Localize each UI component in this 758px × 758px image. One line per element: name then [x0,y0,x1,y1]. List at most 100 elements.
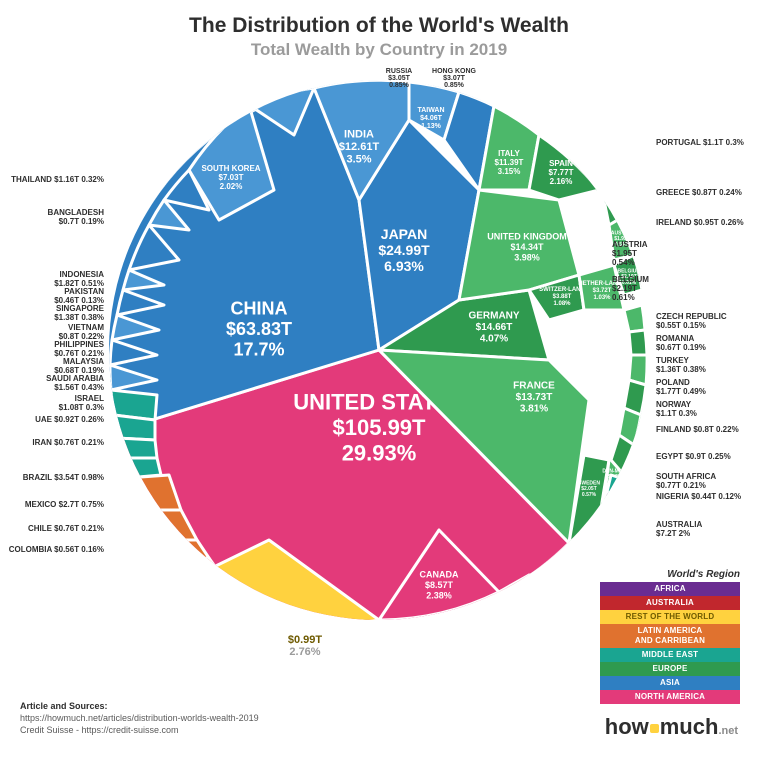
callout: ISRAEL$1.08T 0.3% [59,394,104,412]
svg-text:TAIWAN: TAIWAN [417,107,444,114]
svg-text:$7.77T: $7.77T [549,168,574,177]
callout: UAE $0.92T 0.26% [35,415,104,424]
svg-text:1.03%: 1.03% [593,295,611,301]
svg-text:$14.66T: $14.66T [476,322,513,333]
callout: AUSTRALIA$7.2T 2% [656,520,702,538]
callout: BANGLADESH$0.7T 0.19% [48,208,104,226]
svg-text:3.15%: 3.15% [498,167,521,176]
callout: INDONESIA$1.82T 0.51% [54,270,104,288]
svg-text:17.7%: 17.7% [233,340,284,360]
svg-text:1.13%: 1.13% [421,123,442,130]
svg-text:ITALY: ITALY [498,149,520,158]
callout: VIETNAM$0.8T 0.22% [59,323,104,341]
svg-text:$11.39T: $11.39T [495,158,524,167]
svg-text:$12.61T: $12.61T [339,141,380,153]
slice-nigeria [597,510,615,535]
svg-text:$63.83T: $63.83T [226,319,292,339]
svg-text:1.08%: 1.08% [553,301,571,307]
callout: SINGAPORE$1.38T 0.38% [54,304,104,322]
stage: The Distribution of the World's Wealth T… [0,0,758,758]
slice-portugal [579,135,607,175]
svg-text:$24.99T: $24.99T [378,242,430,258]
slice-uae [117,438,157,458]
callout: PHILIPPINES$0.76T 0.21% [54,340,104,358]
callout: CHILE $0.76T 0.21% [28,524,104,533]
slice-romania [629,330,647,355]
callout: SAUDI ARABIA$1.56T 0.43% [46,374,104,392]
svg-text:29.93%: 29.93% [342,440,417,465]
legend-title: World's Region [600,569,740,580]
svg-text:FRANCE: FRANCE [513,381,555,392]
slice-czech [624,305,645,332]
svg-text:$105.99T: $105.99T [333,415,427,440]
svg-text:CHINA: CHINA [231,298,288,318]
brand-dot-icon [650,724,659,733]
svg-text:SPAIN: SPAIN [549,159,573,168]
legend-row: ASIA [600,676,740,690]
svg-text:2.02%: 2.02% [220,182,243,191]
callout: MEXICO $2.7T 0.75% [25,500,104,509]
callout: NIGERIA $0.44T 0.12% [656,492,741,501]
chart-title: The Distribution of the World's Wealth [0,14,758,38]
svg-text:$14.34T: $14.34T [510,242,544,252]
legend: World's Region AFRICAAUSTRALIAREST OF TH… [600,569,740,704]
callout: SOUTH AFRICA$0.77T 0.21% [656,472,716,490]
svg-text:SWITZER-LAND: SWITZER-LAND [539,287,585,293]
svg-text:$8.57T: $8.57T [425,580,454,590]
sources-block: Article and Sources: https://howmuch.net… [20,700,259,736]
slice-israel [114,415,155,440]
legend-row: AUSTRALIA [600,596,740,610]
callout: NORWAY$1.1T 0.3% [656,400,697,418]
svg-text:$13.73T: $13.73T [516,392,553,403]
svg-text:GERMANY: GERMANY [468,311,519,322]
slice-ireland [604,188,626,225]
voronoi-chart: UNITED STATES$105.99T29.93%CANADA$8.57T2… [109,80,649,620]
callout: IRAN $0.76T 0.21% [32,438,104,447]
svg-text:2.16%: 2.16% [550,177,573,186]
other-label: OTHER $0.99T 2.76% [245,620,365,658]
svg-text:3.5%: 3.5% [346,154,371,166]
svg-text:$4.06T: $4.06T [420,115,443,122]
svg-text:3.81%: 3.81% [520,404,548,415]
svg-text:JAPAN: JAPAN [381,226,427,242]
callout: HONG KONG$3.07T0.85% [424,68,484,89]
svg-text:0.57%: 0.57% [582,492,597,498]
slice-greece [594,162,617,200]
callout: FINLAND $0.8T 0.22% [656,425,739,434]
brand-logo: howmuch.net [605,714,738,740]
svg-text:$3.72T: $3.72T [593,288,612,294]
svg-text:CANADA: CANADA [420,570,459,580]
svg-text:6.93%: 6.93% [384,258,424,274]
svg-text:3.98%: 3.98% [514,252,540,262]
svg-text:INDIA: INDIA [344,128,374,140]
svg-text:4.07%: 4.07% [480,334,508,345]
svg-text:$7.03T: $7.03T [219,173,244,182]
svg-text:SOUTH KOREA: SOUTH KOREA [201,164,260,173]
legend-row: EUROPE [600,662,740,676]
legend-row: NORTH AMERICA [600,690,740,704]
slice-safrica [603,492,622,518]
chart-subtitle: Total Wealth by Country in 2019 [0,40,758,60]
callout: CZECH REPUBLIC$0.55T 0.15% [656,312,727,330]
callout: TURKEY$1.36T 0.38% [656,356,706,374]
callout: EGYPT $0.9T 0.25% [656,452,731,461]
callout: ROMANIA$0.67T 0.19% [656,334,706,352]
svg-text:UNITED KINGDOM: UNITED KINGDOM [487,232,567,242]
callout: RUSSIA$3.05T0.85% [369,68,429,89]
legend-row: LATIN AMERICA AND CARRIBEAN [600,624,740,648]
callout: BELGIUM$2.19T0.61% [612,275,649,302]
legend-row: AFRICA [600,582,740,596]
callout: COLOMBIA $0.56T 0.16% [9,545,104,554]
svg-text:2.38%: 2.38% [426,590,452,600]
svg-text:$3.88T: $3.88T [553,294,572,300]
callout: PORTUGAL $1.1T 0.3% [656,138,744,147]
legend-row: MIDDLE EAST [600,648,740,662]
slice-egypt [607,475,627,500]
callout: IRELAND $0.95T 0.26% [656,218,744,227]
callout: MALAYSIA$0.68T 0.19% [54,357,104,375]
callout: AUSTRIA$1.95T0.54% [612,240,648,267]
callout: PAKISTAN$0.46T 0.13% [54,287,104,305]
slice-spain: SPAIN$7.77T2.16% [529,135,599,200]
callout: POLAND$1.77T 0.49% [656,378,706,396]
legend-row: REST OF THE WORLD [600,610,740,624]
